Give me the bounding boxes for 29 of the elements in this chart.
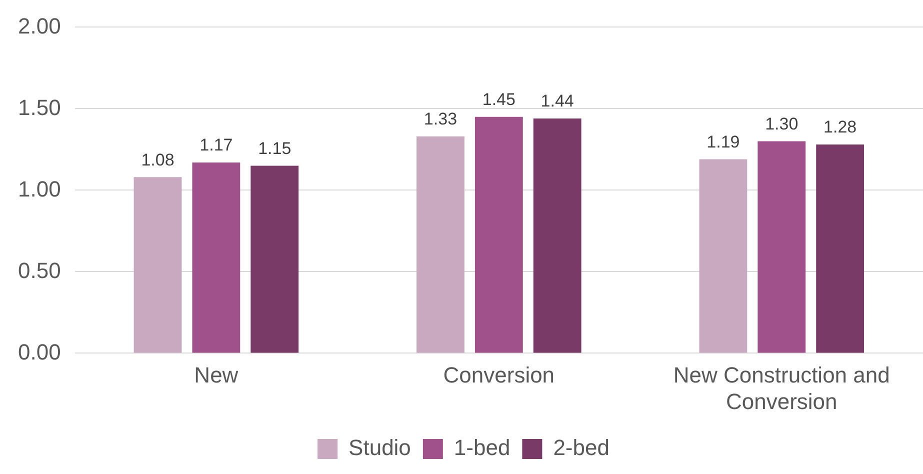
bar [250,166,299,353]
data-label: 1.08 [141,150,174,170]
y-tick-label: 0.00 [18,339,61,364]
data-label: 1.45 [482,90,516,110]
bar [816,144,864,353]
legend-label: Studio [348,435,411,460]
data-label: 1.44 [540,92,574,111]
data-label: 1.19 [706,132,740,152]
y-tick-label: 2.00 [18,13,61,38]
legend-label: 1-bed [454,435,510,460]
bar [474,116,523,353]
bar [416,136,464,353]
x-tick-label: New Construction and Conversion [673,362,890,414]
data-label: 1.33 [424,110,458,129]
x-tick-label: Conversion [443,362,555,388]
x-tick-label: New [194,362,238,388]
data-label: 1.28 [824,118,857,137]
data-label: 1.17 [200,136,233,155]
bar [699,159,748,353]
bar [134,177,182,353]
y-tick-label: 0.50 [18,258,61,283]
data-label: 1.30 [765,114,798,134]
data-label: 1.15 [258,138,292,158]
legend-label: 2-bed [553,435,610,460]
bar [758,141,806,353]
y-tick-label: 1.00 [18,176,61,202]
bar [533,118,582,353]
y-tick-label: 1.50 [18,94,61,120]
bar [192,162,240,353]
